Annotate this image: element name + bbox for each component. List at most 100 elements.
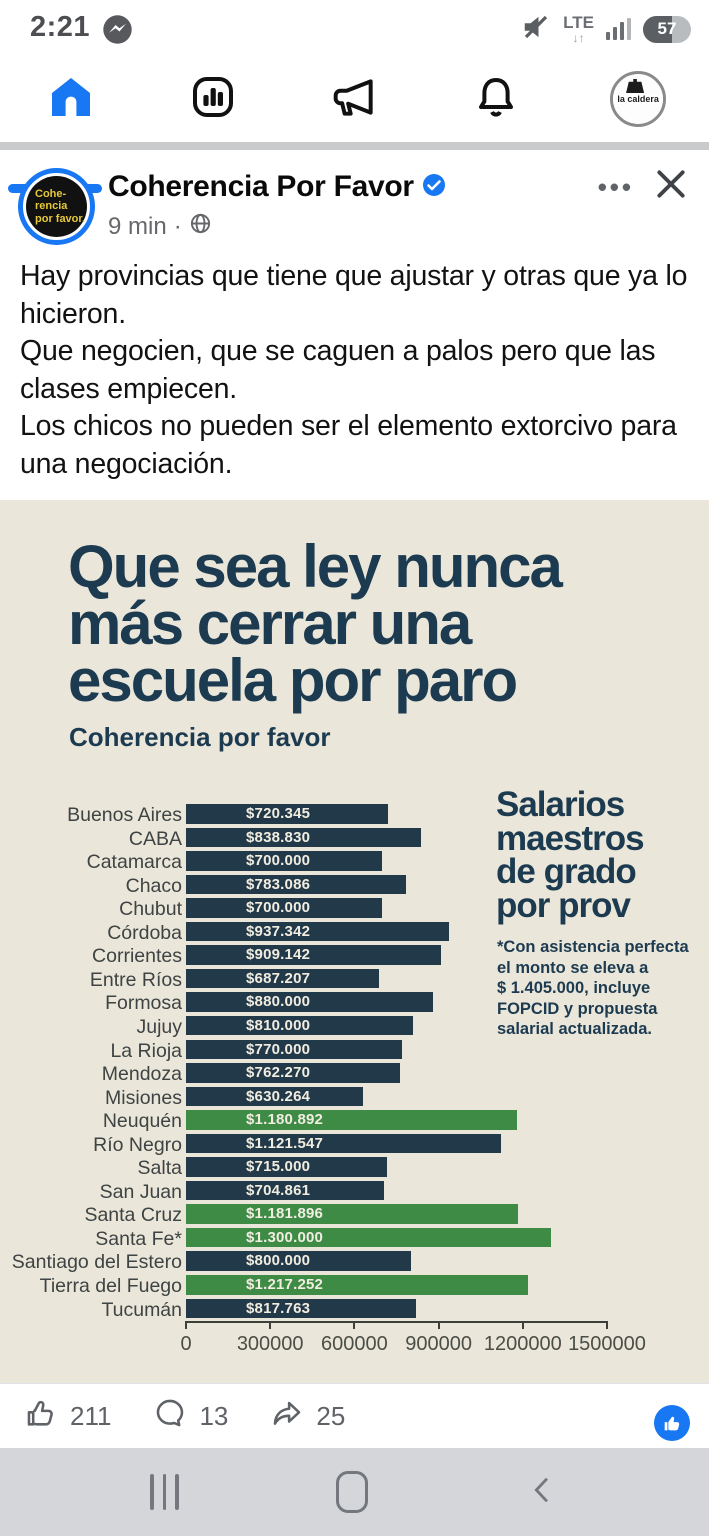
- axis-tick: [353, 1321, 356, 1329]
- recents-button[interactable]: [150, 1474, 179, 1510]
- bar-value-label: $1.121.547: [246, 1134, 324, 1152]
- salary-bar: $817.763: [186, 1298, 416, 1319]
- province-label: Entre Ríos: [89, 968, 182, 991]
- mute-icon: [521, 12, 551, 47]
- province-label: Tucumán: [101, 1298, 182, 1321]
- salary-bar: $770.000: [186, 1039, 403, 1059]
- province-label: La Rioja: [110, 1039, 182, 1062]
- province-label: San Juan: [99, 1180, 182, 1203]
- bar-value-label: $770.000: [246, 1040, 311, 1058]
- post-image[interactable]: Que sea ley nunca más cerrar una escuela…: [0, 500, 709, 1383]
- signal-bars-icon: [606, 18, 631, 40]
- bar-value-label: $909.142: [246, 946, 311, 964]
- tab-home[interactable]: [0, 56, 142, 142]
- province-label: Neuquén: [102, 1110, 182, 1133]
- chart-row: Formosa $880.000: [0, 991, 709, 1015]
- bar-value-label: $762.270: [246, 1064, 311, 1082]
- home-button[interactable]: [335, 1471, 368, 1513]
- comment-icon: [153, 1396, 187, 1437]
- chart-row: Neuquén $1.180.892: [0, 1109, 709, 1133]
- tab-profile[interactable]: la caldera: [567, 56, 709, 142]
- axis-tick: [521, 1321, 524, 1329]
- avatar-text: rencia: [35, 200, 68, 213]
- close-icon[interactable]: [651, 164, 691, 204]
- chart-row: Tierra del Fuego $1.217.252: [0, 1274, 709, 1298]
- bar-value-label: $783.086: [246, 875, 311, 893]
- tab-megaphone[interactable]: [284, 56, 426, 142]
- like-button[interactable]: 211: [24, 1396, 111, 1437]
- chart-row: Córdoba $937.342: [0, 921, 709, 945]
- chart-footnote: *Con asistencia perfecta el monto se ele…: [497, 938, 689, 1038]
- page-avatar[interactable]: Cohe- rencia por favor.: [18, 168, 95, 245]
- chart-row: Corrientes $909.142: [0, 944, 709, 968]
- bar-chart-icon: [189, 73, 237, 126]
- axis-tick-label: 1500000: [568, 1333, 646, 1355]
- salary-bar: $1.180.892: [186, 1110, 518, 1130]
- bar-value-label: $937.342: [246, 922, 311, 940]
- salary-bar: $838.830: [186, 827, 422, 848]
- salary-bar: $630.264: [186, 1086, 363, 1107]
- like-reaction-badge[interactable]: [654, 1405, 690, 1441]
- province-label: Chaco: [125, 874, 182, 897]
- chart-row: Santa Fe* $1.300.000: [0, 1227, 709, 1251]
- chart-row: San Juan $704.861: [0, 1180, 709, 1204]
- back-button[interactable]: [525, 1470, 559, 1515]
- tab-charts[interactable]: [142, 56, 284, 142]
- bar-value-label: $1.181.896: [246, 1205, 324, 1223]
- clock: 2:21: [30, 11, 91, 43]
- avatar-text: por favor.: [35, 212, 86, 225]
- avatar-text: Cohe-: [35, 187, 67, 200]
- salary-bar: $810.000: [186, 1015, 414, 1036]
- province-label: Santa Cruz: [84, 1204, 182, 1227]
- province-label: Río Negro: [93, 1133, 182, 1156]
- bar-value-label: $1.217.252: [246, 1276, 324, 1293]
- battery-percent: 57: [657, 19, 677, 38]
- salary-bar: $687.207: [186, 968, 379, 989]
- salary-bar: $909.142: [186, 945, 442, 965]
- bell-icon: [472, 73, 520, 126]
- province-label: Jujuy: [136, 1015, 182, 1038]
- tab-notifications[interactable]: [425, 56, 567, 142]
- chart-row: Catamarca $700.000: [0, 850, 709, 874]
- chart-row: Buenos Aires $720.345: [0, 803, 709, 827]
- salary-bar: $800.000: [186, 1251, 411, 1271]
- chart-row: Jujuy $810.000: [0, 1015, 709, 1039]
- bar-value-label: $630.264: [246, 1087, 311, 1105]
- status-bar: 2:21 LTE ↓↑ 57: [0, 0, 709, 56]
- province-label: Misiones: [105, 1086, 182, 1109]
- salary-bar: $783.086: [186, 874, 406, 895]
- province-label: Catamarca: [86, 851, 182, 874]
- province-label: Salta: [137, 1157, 182, 1180]
- salary-bar: $762.270: [186, 1063, 400, 1083]
- lte-indicator: LTE ↓↑: [563, 13, 594, 45]
- app-tab-bar: la caldera: [0, 56, 709, 193]
- chart-row: Santiago del Estero $800.000: [0, 1250, 709, 1274]
- page-name[interactable]: Coherencia Por Favor: [108, 170, 414, 203]
- salary-bar: $937.342: [186, 921, 450, 942]
- chart-row: Misiones $630.264: [0, 1086, 709, 1110]
- bar-value-label: $810.000: [246, 1016, 311, 1034]
- bar-value-label: $817.763: [246, 1299, 311, 1317]
- bar-value-label: $800.000: [246, 1252, 311, 1270]
- comment-button[interactable]: 13: [153, 1396, 228, 1437]
- province-label: Corrientes: [92, 945, 182, 968]
- province-label: Buenos Aires: [67, 804, 182, 826]
- globe-icon: [189, 212, 212, 242]
- megaphone-icon: [329, 72, 379, 127]
- chart-row: Tucumán $817.763: [0, 1298, 709, 1322]
- share-button[interactable]: 25: [270, 1396, 345, 1437]
- post-meta: 9 min ·: [108, 212, 212, 242]
- engagement-bar: 211 13 25: [0, 1383, 709, 1448]
- bar-value-label: $1.300.000: [246, 1228, 324, 1246]
- post-menu-button[interactable]: •••: [597, 172, 634, 202]
- chart-row: Mendoza $762.270: [0, 1062, 709, 1086]
- image-headline: Que sea ley nunca más cerrar una escuela…: [68, 533, 563, 714]
- home-icon: [47, 73, 95, 126]
- axis-tick-label: 1200000: [483, 1333, 562, 1355]
- bar-value-label: $687.207: [246, 969, 311, 987]
- chart-row: Chubut $700.000: [0, 897, 709, 921]
- chart-row: CABA $838.830: [0, 827, 709, 851]
- bar-value-label: $700.000: [246, 899, 311, 917]
- province-label: Córdoba: [107, 921, 182, 944]
- province-label: Santiago del Estero: [11, 1251, 182, 1274]
